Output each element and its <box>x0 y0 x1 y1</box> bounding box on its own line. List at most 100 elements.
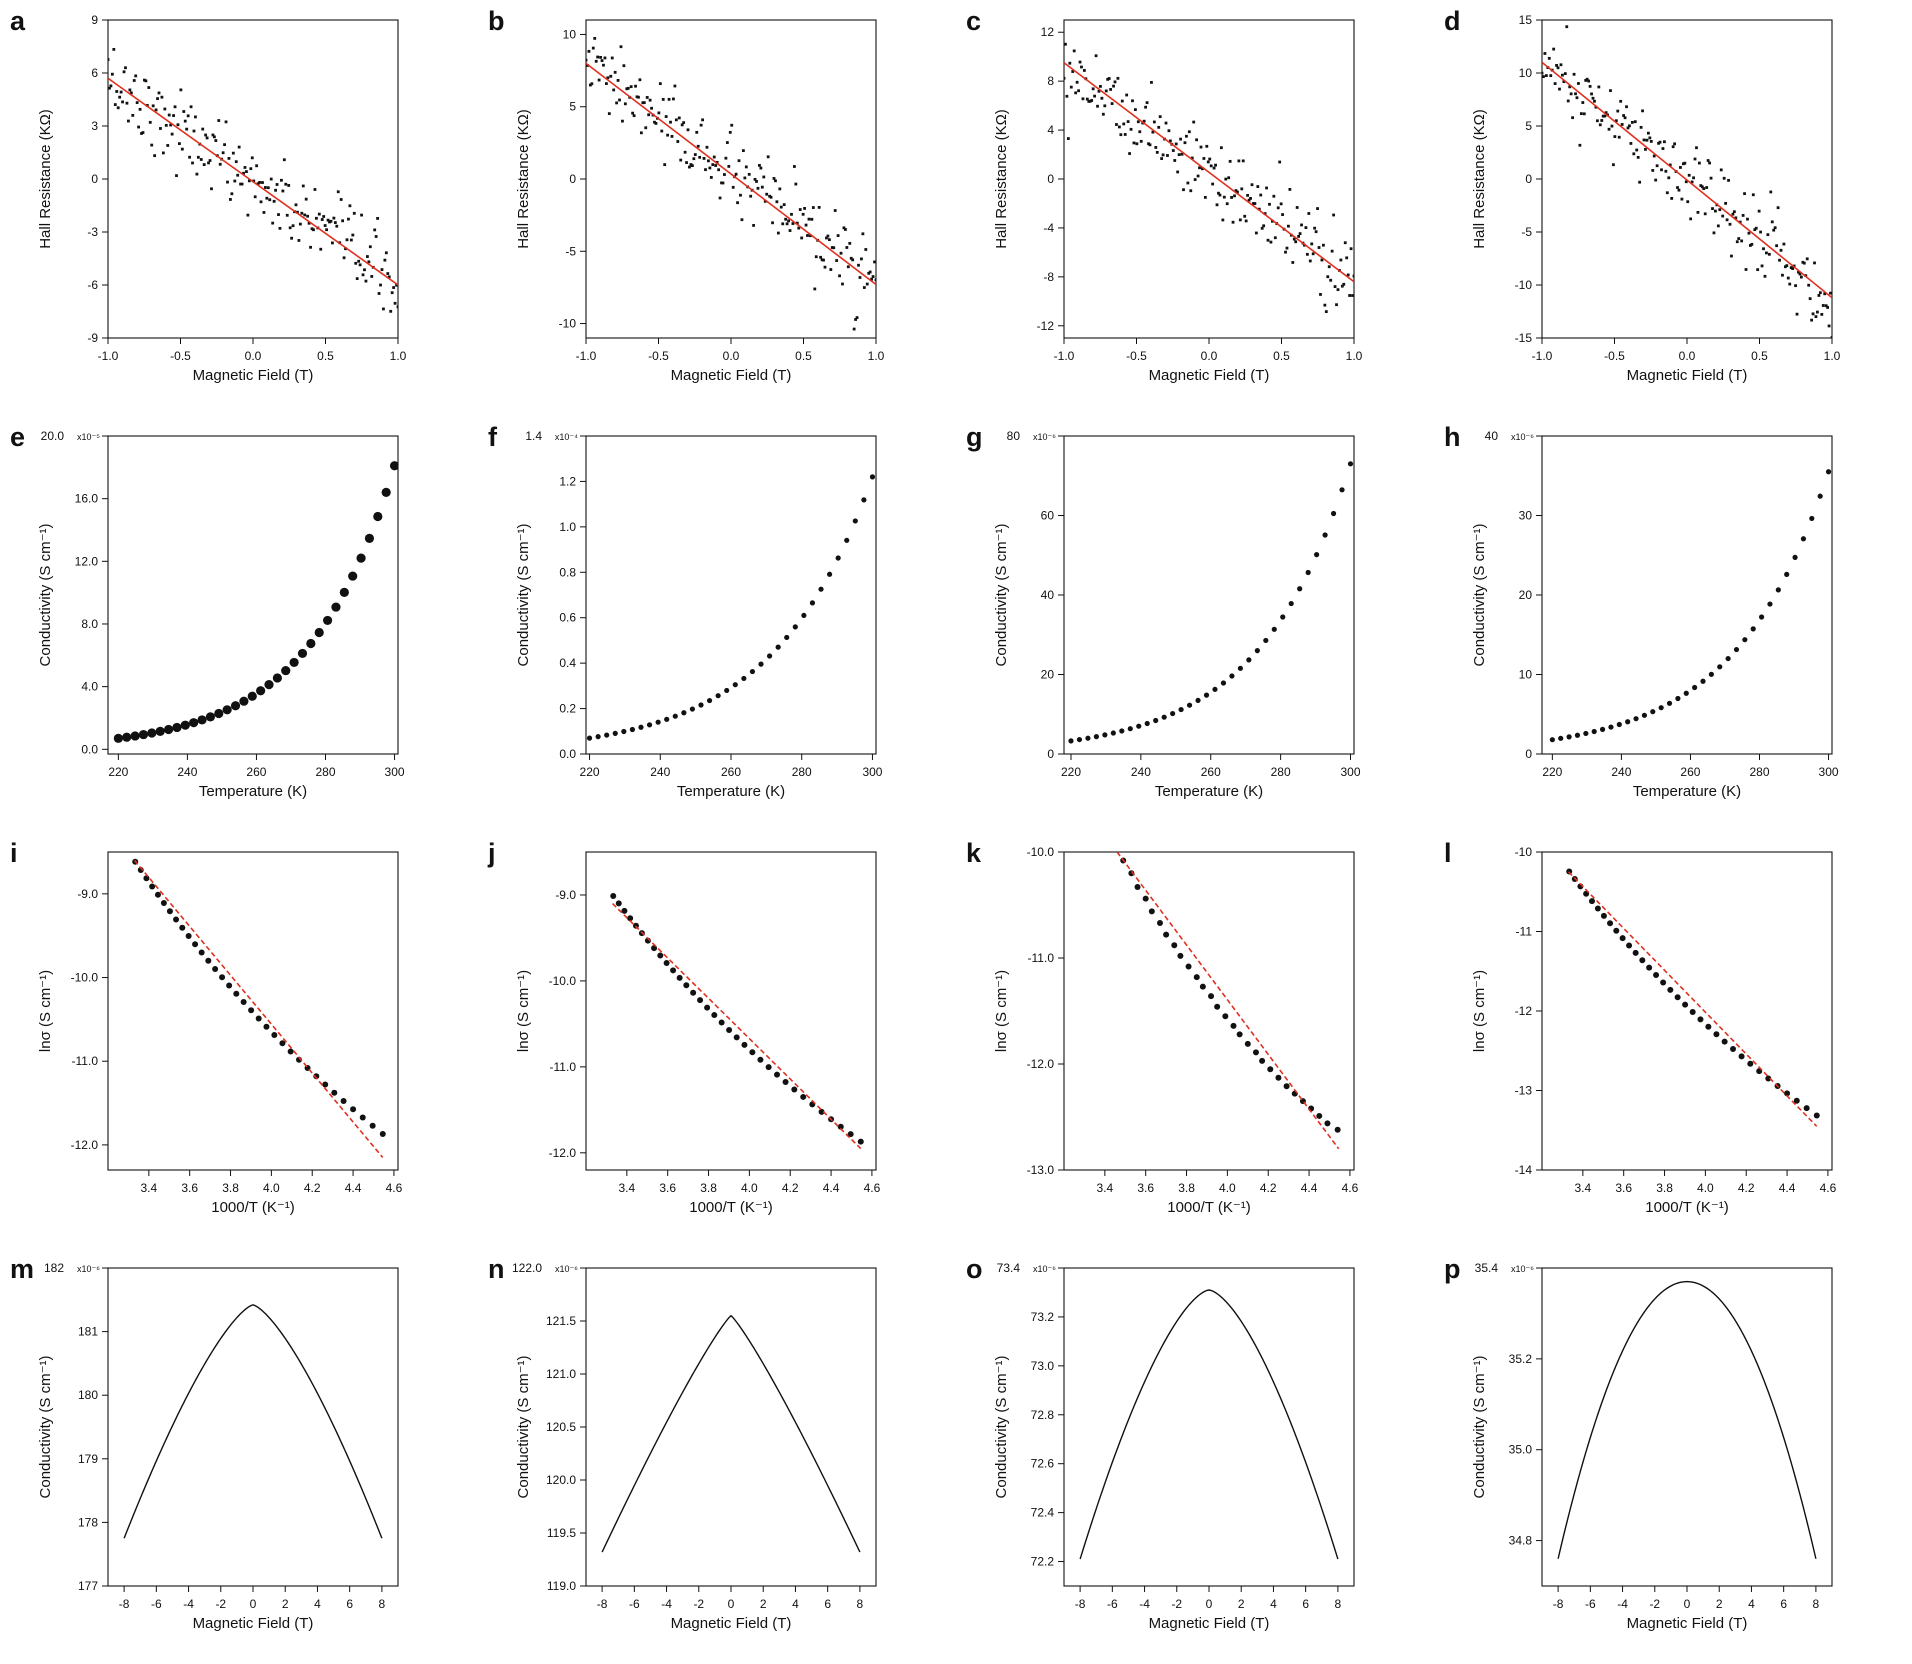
y-exponent: x10⁻⁶ <box>1033 432 1056 442</box>
data-point <box>758 163 761 167</box>
data-point <box>1179 137 1182 141</box>
data-point <box>1558 735 1564 741</box>
data-point <box>211 133 215 137</box>
data-point <box>811 206 815 209</box>
y-tick-label: 20 <box>1519 588 1533 602</box>
data-point <box>1109 88 1113 91</box>
data-point <box>339 198 343 201</box>
data-point <box>1746 217 1749 221</box>
data-point <box>1221 218 1225 222</box>
data-point <box>1763 274 1767 278</box>
fit-line <box>1064 62 1354 283</box>
plot-frame <box>585 435 877 755</box>
data-point <box>715 693 721 699</box>
data-point <box>625 87 629 91</box>
plot-area <box>113 461 398 743</box>
data-point <box>319 247 323 251</box>
data-point <box>221 151 225 155</box>
data-point <box>1663 140 1666 144</box>
data-point <box>348 571 358 581</box>
x-tick-label: 4.6 <box>1342 1181 1359 1195</box>
data-point <box>648 98 652 102</box>
data-point <box>1566 99 1570 103</box>
data-point <box>263 1023 270 1030</box>
data-point <box>127 119 130 123</box>
data-point <box>1334 1126 1341 1133</box>
data-point <box>256 686 266 696</box>
data-point <box>224 120 228 124</box>
data-point <box>390 291 394 295</box>
x-tick-label: 220 <box>580 765 600 779</box>
plot-frame <box>585 851 877 1171</box>
data-point <box>1789 266 1793 269</box>
data-point <box>1233 194 1236 198</box>
y-tick-label: 119.5 <box>547 1526 576 1540</box>
data-point <box>785 222 789 226</box>
data-point <box>721 181 725 185</box>
data-point <box>1613 135 1617 138</box>
data-point <box>217 119 221 122</box>
data-point <box>1772 228 1776 232</box>
data-point <box>1689 217 1693 221</box>
y-axis-label: Conductivity (S cm⁻¹) <box>515 524 532 667</box>
data-point <box>180 720 190 730</box>
data-point <box>1186 181 1190 185</box>
data-point <box>1579 112 1583 116</box>
data-point <box>381 487 391 497</box>
data-point <box>795 221 799 225</box>
data-point <box>1218 193 1222 197</box>
data-point <box>1227 176 1231 180</box>
data-point <box>1708 161 1711 165</box>
y-tick-label: 0 <box>1047 172 1054 186</box>
data-point <box>810 217 814 221</box>
data-point <box>320 218 324 221</box>
data-point <box>848 241 852 245</box>
data-point <box>179 88 183 92</box>
data-point <box>340 1097 347 1104</box>
data-point <box>1295 206 1299 209</box>
data-point <box>1161 714 1167 720</box>
data-point <box>301 184 305 188</box>
data-point <box>1622 114 1626 117</box>
data-point <box>1272 194 1276 198</box>
x-tick-label: -4 <box>183 1597 194 1611</box>
plot-area <box>601 1314 861 1553</box>
y-tick-label: -12.0 <box>549 1146 577 1160</box>
data-point <box>1113 80 1117 84</box>
data-point <box>1619 935 1626 942</box>
data-point <box>1759 230 1762 234</box>
plot-area <box>586 36 876 331</box>
plot-frame <box>1541 1267 1833 1587</box>
plot-area <box>1557 1280 1817 1559</box>
data-point <box>1349 247 1353 251</box>
data-point <box>838 274 841 278</box>
x-tick-label: 3.6 <box>1137 1181 1154 1195</box>
data-point <box>1288 188 1292 191</box>
data-point <box>131 113 135 117</box>
data-point <box>122 732 132 742</box>
data-point <box>587 49 591 53</box>
data-point <box>689 706 696 712</box>
y-tick-label: -12.0 <box>71 1138 99 1152</box>
panel-letter-h: h <box>1444 422 1461 452</box>
y-axis-label: Conductivity (S cm⁻¹) <box>993 524 1010 667</box>
data-point <box>806 234 809 237</box>
data-point <box>1817 294 1821 297</box>
x-axis-label: Magnetic Field (T) <box>1627 367 1748 384</box>
fit-line <box>611 902 862 1150</box>
data-point <box>792 624 798 630</box>
data-point <box>627 915 634 922</box>
data-point <box>1116 76 1120 80</box>
data-point <box>1196 174 1200 178</box>
data-point <box>1085 735 1091 741</box>
data-point <box>1794 284 1797 288</box>
data-point <box>161 151 165 155</box>
x-tick-label: 8 <box>1813 1597 1820 1611</box>
data-point <box>1593 99 1596 103</box>
data-point <box>681 710 687 716</box>
data-point <box>1203 195 1207 199</box>
y-axis-label: lnσ (S cm⁻¹) <box>37 970 54 1052</box>
y-tick-label: 0.0 <box>559 747 576 761</box>
y-tick-label: -6 <box>87 278 98 292</box>
data-point <box>663 959 670 966</box>
